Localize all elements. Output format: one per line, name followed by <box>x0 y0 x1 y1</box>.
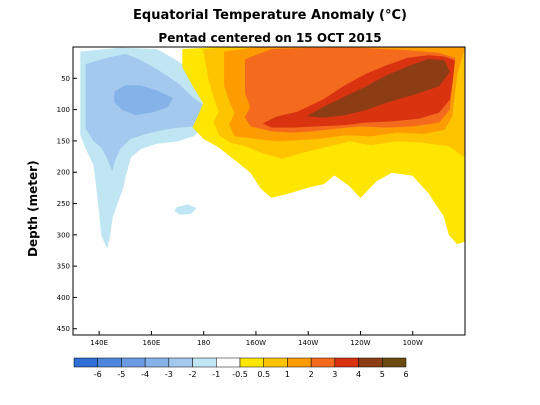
y-tick-label: 450 <box>57 325 70 333</box>
x-tick-label: 120W <box>350 339 370 347</box>
y-tick-label: 200 <box>57 169 70 177</box>
colorbar-swatch <box>239 357 264 368</box>
colorbar-swatch <box>73 357 98 368</box>
y-tick-label: 350 <box>57 263 70 271</box>
colorbar-label: 5 <box>380 370 385 379</box>
colorbar-swatch <box>263 357 288 368</box>
colorbar-label: 1 <box>285 370 290 379</box>
x-tick-label: 140W <box>298 339 318 347</box>
chart-title: Equatorial Temperature Anomaly (°C) <box>133 8 407 23</box>
colorbar-label: -5 <box>117 370 125 379</box>
colorbar-swatch <box>287 357 312 368</box>
colorbar-swatch <box>382 357 407 368</box>
colorbar-label: 3 <box>332 370 337 379</box>
y-tick-label: 50 <box>61 75 70 83</box>
plot-frame <box>72 46 466 336</box>
y-tick-label: 100 <box>57 106 70 114</box>
colorbar-swatch <box>97 357 122 368</box>
x-axis: 140E 160E 180 160W 140W 120W 100W <box>90 331 423 347</box>
x-tick-label: 180 <box>197 339 210 347</box>
colorbar-label: -4 <box>141 370 149 379</box>
colorbar-swatch <box>334 357 359 368</box>
anomaly-fill-layer <box>80 46 466 248</box>
colorbar-swatch <box>358 357 383 368</box>
y-axis: 50 100 150 200 250 300 350 400 450 <box>57 75 77 333</box>
colorbar-label: 6 <box>403 370 408 379</box>
y-tick-label: 250 <box>57 200 70 208</box>
anomaly-region-pos5 <box>307 59 450 118</box>
colorbar-swatch <box>216 357 241 368</box>
colorbar-swatch <box>168 357 193 368</box>
colorbar-label: -6 <box>94 370 102 379</box>
colorbar-swatch <box>121 357 146 368</box>
x-tick-label: 160W <box>246 339 266 347</box>
colorbar: -6 -5 -4 -3 -2 -1 -0.5 0.5 1 2 3 4 5 6 <box>73 357 409 379</box>
colorbar-label: 4 <box>356 370 361 379</box>
y-tick-label: 300 <box>57 231 70 239</box>
anomaly-region-neg1-small <box>174 204 197 215</box>
x-tick-label: 140E <box>90 339 108 347</box>
x-tick-label: 100W <box>403 339 423 347</box>
colorbar-label: -0.5 <box>232 370 248 379</box>
y-tick-label: 400 <box>57 294 70 302</box>
y-tick-label: 150 <box>57 137 70 145</box>
colorbar-label: 2 <box>309 370 314 379</box>
colorbar-label: -3 <box>165 370 173 379</box>
anomaly-region-neg3 <box>114 85 173 116</box>
x-tick-label: 160E <box>143 339 161 347</box>
colorbar-swatch <box>144 357 170 368</box>
chart-subtitle: Pentad centered on 15 OCT 2015 <box>158 31 382 45</box>
colorbar-swatch <box>192 357 217 368</box>
colorbar-label: -1 <box>212 370 220 379</box>
colorbar-swatch <box>310 357 336 368</box>
colorbar-label: 0.5 <box>257 370 270 379</box>
colorbar-label: -2 <box>189 370 197 379</box>
